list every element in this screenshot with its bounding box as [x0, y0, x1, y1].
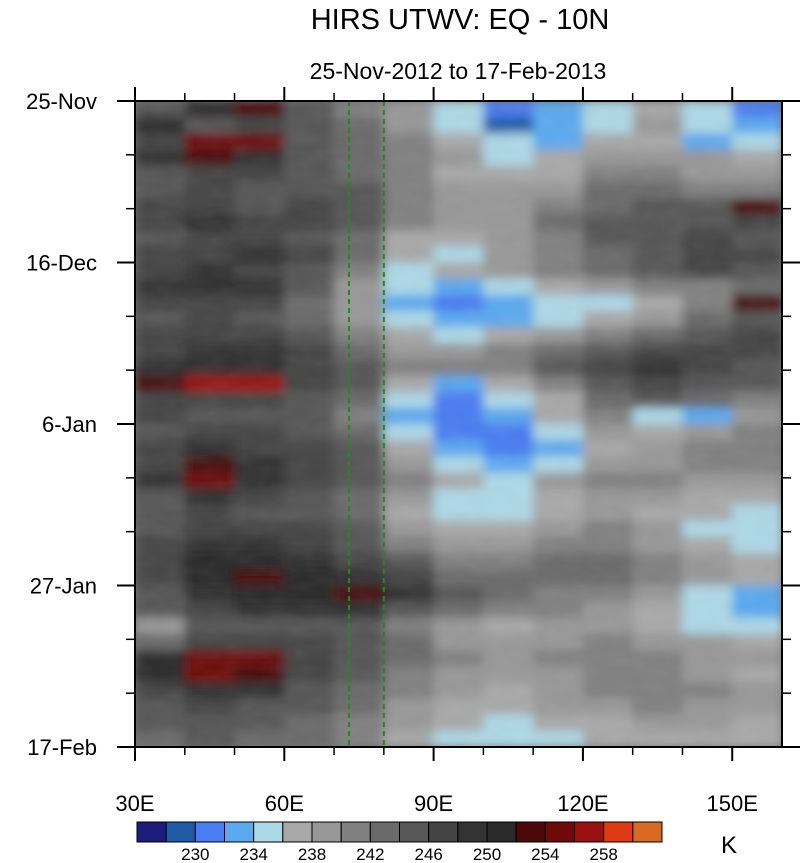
colorbar-label: 258: [590, 845, 618, 863]
x-tick-label: 150E: [707, 791, 758, 816]
colorbar-label: 238: [298, 845, 326, 863]
x-tick-label: 120E: [557, 791, 608, 816]
colorbar-swatch: [544, 821, 576, 843]
colorbar-swatch: [399, 821, 430, 843]
colorbar-swatch: [253, 821, 284, 843]
colorbar-swatch: [632, 821, 663, 843]
colorbar-swatch: [311, 821, 342, 843]
colorbar: 230 234 238 242 246 250 254 258: [136, 821, 663, 863]
plot-area: [135, 101, 782, 747]
chart-subtitle: 25-Nov-2012 to 17-Feb-2013: [310, 58, 607, 84]
colorbar-swatch: [515, 821, 546, 843]
y-tick-label: 25-Nov: [26, 89, 97, 114]
colorbar-swatch: [282, 821, 313, 843]
colorbar-label: 242: [356, 845, 384, 863]
y-tick-label: 17-Feb: [27, 735, 97, 760]
y-tick-label: 27-Jan: [30, 574, 97, 599]
chart-title: HIRS UTWV: EQ - 10N: [311, 4, 610, 36]
colorbar-swatch: [457, 821, 488, 843]
colorbar-swatch: [340, 821, 371, 843]
colorbar-swatch: [486, 821, 517, 843]
x-axis: 30E 60E 90E 120E 150E: [115, 87, 758, 816]
colorbar-label: 250: [473, 845, 501, 863]
colorbar-label: 230: [181, 845, 209, 863]
colorbar-label: 246: [415, 845, 443, 863]
y-axis: 25-Nov 16-Dec 6-Jan 27-Jan 17-Feb: [26, 89, 800, 760]
colorbar-swatch: [165, 821, 196, 843]
colorbar-swatch: [194, 821, 226, 843]
colorbar-swatch: [428, 821, 459, 843]
x-tick-label: 90E: [414, 791, 453, 816]
y-tick-label: 6-Jan: [42, 412, 97, 437]
x-tick-label: 60E: [265, 791, 304, 816]
colorbar-swatch: [224, 821, 255, 843]
y-tick-label: 16-Dec: [26, 251, 97, 276]
colorbar-swatch: [136, 821, 167, 843]
field-texture: [135, 101, 782, 747]
colorbar-label: 234: [240, 845, 268, 863]
colorbar-unit: K: [721, 832, 737, 859]
colorbar-swatch: [574, 821, 605, 843]
colorbar-swatch: [369, 821, 400, 843]
colorbar-label: 254: [531, 845, 559, 863]
colorbar-swatch: [603, 821, 634, 843]
x-tick-label: 30E: [115, 791, 154, 816]
